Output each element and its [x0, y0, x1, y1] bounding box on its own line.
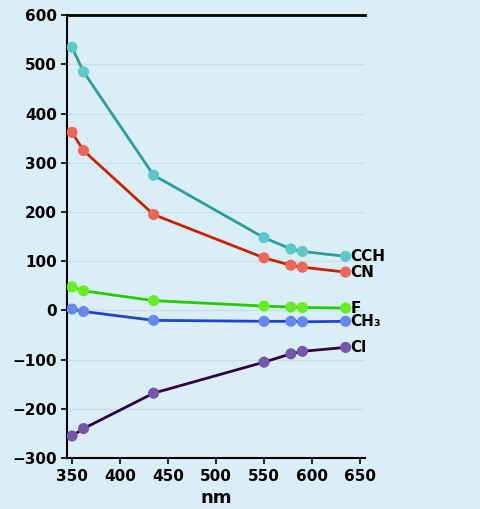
Point	[68, 432, 76, 440]
Point	[260, 234, 268, 242]
Point	[287, 245, 295, 253]
Text: F: F	[350, 300, 361, 316]
Point	[80, 287, 87, 295]
Point	[150, 211, 157, 219]
Point	[342, 304, 349, 312]
Point	[287, 261, 295, 269]
Point	[260, 254, 268, 262]
Point	[68, 305, 76, 313]
Point	[68, 283, 76, 291]
Point	[150, 297, 157, 305]
X-axis label: nm: nm	[200, 489, 232, 507]
Point	[342, 344, 349, 352]
Point	[287, 350, 295, 358]
Point	[299, 318, 306, 326]
Text: CCH: CCH	[350, 249, 385, 264]
Point	[299, 263, 306, 271]
Point	[342, 317, 349, 325]
Point	[68, 128, 76, 136]
Point	[260, 317, 268, 325]
Point	[287, 303, 295, 311]
Text: Cl: Cl	[350, 340, 367, 355]
Y-axis label: [α]: [α]	[0, 217, 2, 237]
Point	[80, 68, 87, 76]
Point	[342, 268, 349, 276]
Point	[150, 171, 157, 179]
Point	[150, 316, 157, 324]
Point	[80, 147, 87, 155]
Point	[80, 307, 87, 316]
Point	[299, 347, 306, 355]
Point	[342, 252, 349, 261]
Point	[68, 43, 76, 51]
Point	[287, 317, 295, 325]
Point	[150, 389, 157, 397]
Point	[80, 425, 87, 433]
Text: CH₃: CH₃	[350, 314, 381, 329]
Text: CN: CN	[350, 265, 374, 279]
Point	[299, 247, 306, 256]
Point	[260, 358, 268, 366]
Point	[299, 303, 306, 312]
Point	[260, 302, 268, 310]
